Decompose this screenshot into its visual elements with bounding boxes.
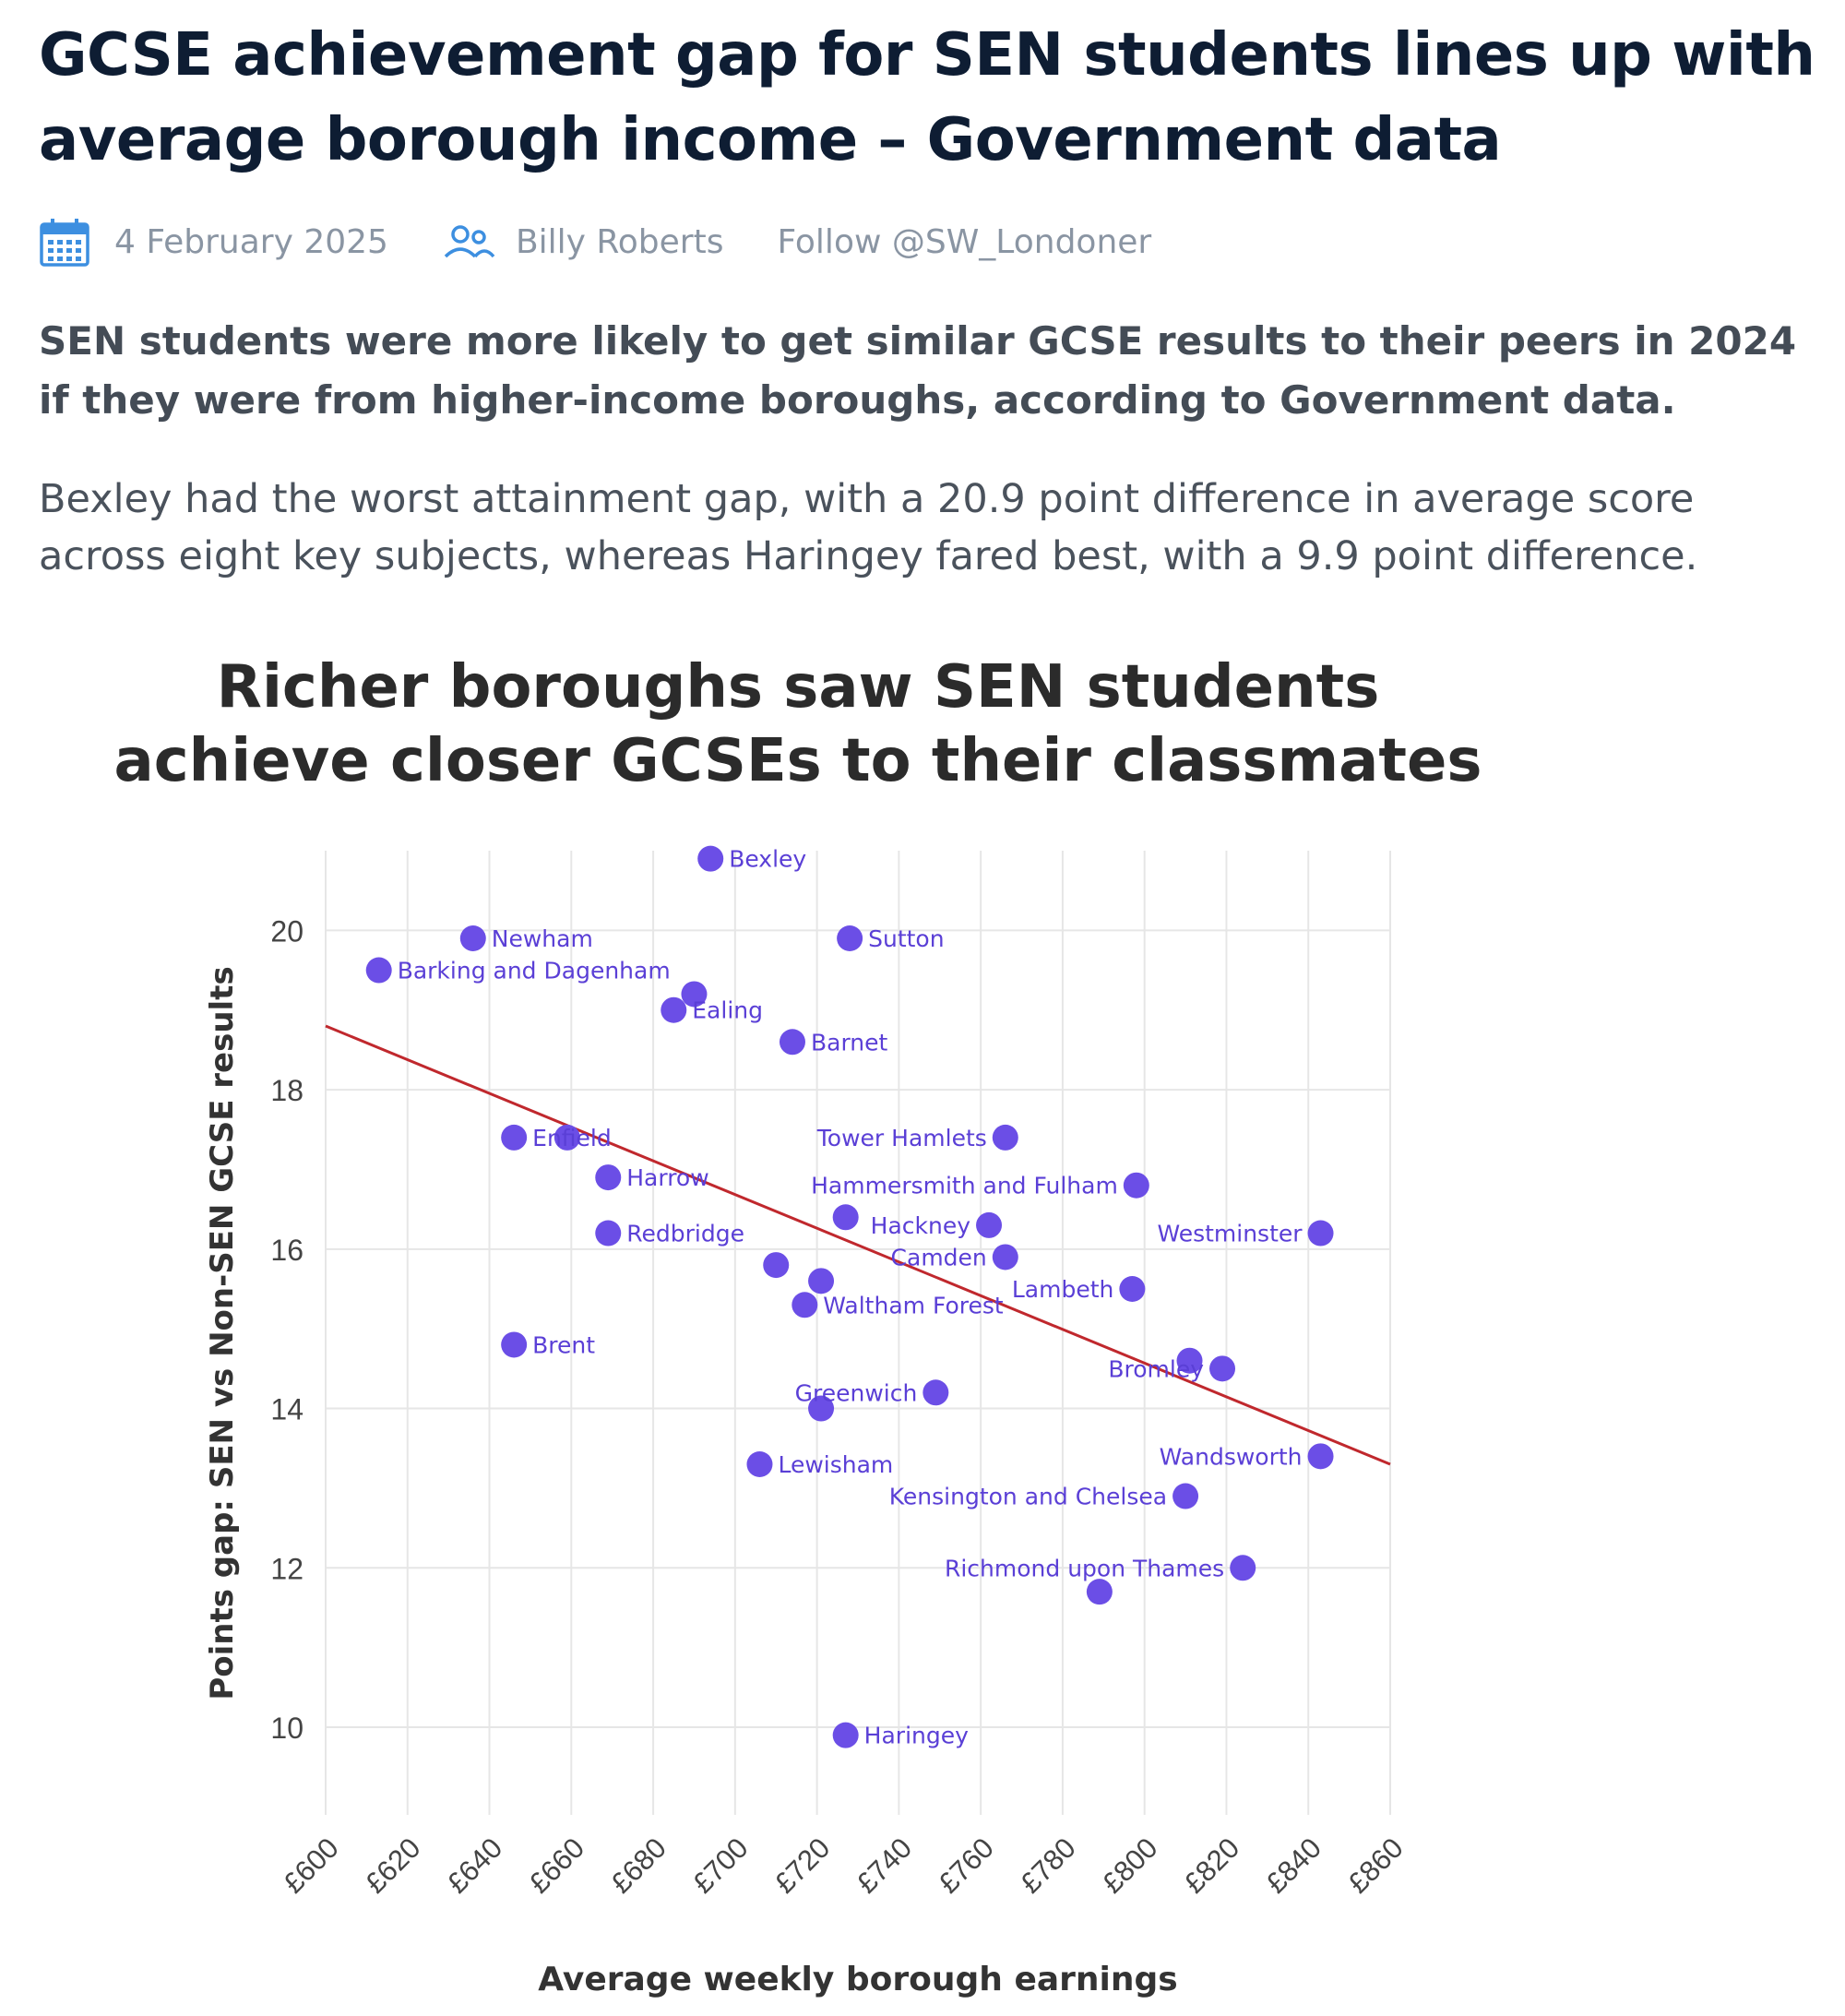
article-body: Bexley had the worst attainment gap, wit…: [39, 476, 1698, 579]
x-tick-label: £680: [604, 1831, 673, 1900]
data-point: [365, 957, 392, 984]
data-point: [837, 925, 863, 951]
x-tick-label: £720: [768, 1831, 837, 1900]
data-point: [1176, 1347, 1203, 1374]
data-point: [832, 1722, 859, 1748]
data-point: [1307, 1443, 1334, 1470]
people-icon: [442, 223, 495, 260]
point-label: Tower Hamlets: [816, 1125, 987, 1151]
data-point: [1172, 1483, 1199, 1509]
x-tick-label: £800: [1096, 1831, 1164, 1900]
trend-line: [325, 1024, 1391, 1466]
data-point: [992, 1124, 1018, 1151]
chart-title-line-1: Richer boroughs saw SEN students: [217, 653, 1380, 722]
data-point: [1119, 1276, 1146, 1302]
data-point: [459, 925, 486, 951]
data-point: [501, 1124, 528, 1151]
point-label: Bexley: [729, 846, 806, 873]
point-label: Sutton: [868, 925, 944, 952]
y-tick-label: 20: [270, 914, 304, 948]
y-tick-label: 12: [270, 1552, 304, 1585]
point-label: Richmond upon Thames: [945, 1555, 1224, 1581]
data-point: [1209, 1355, 1236, 1382]
data-point: [792, 1292, 818, 1318]
x-tick-label: £600: [277, 1831, 345, 1900]
data-point: [501, 1331, 528, 1358]
point-label: Barnet: [811, 1029, 888, 1056]
chart-gridlines: [325, 851, 1391, 1815]
x-tick-label: £740: [851, 1831, 919, 1900]
point-label: Enfield: [532, 1125, 612, 1151]
point-label: Redbridge: [626, 1221, 744, 1247]
publish-date: 4 February 2025: [114, 222, 388, 261]
x-axis-title: Average weekly borough earnings: [538, 1961, 1177, 1998]
data-point: [808, 1395, 835, 1422]
data-point: [1307, 1220, 1334, 1247]
x-tick-label: £700: [686, 1831, 755, 1900]
data-point: [922, 1379, 949, 1406]
point-label: Kensington and Chelsea: [889, 1484, 1167, 1510]
point-label: Westminster: [1157, 1221, 1303, 1247]
data-point: [832, 1204, 859, 1231]
point-label: Brent: [532, 1331, 595, 1358]
chart-title-line-2: achieve closer GCSEs to their classmates: [114, 727, 1482, 795]
follow-link[interactable]: Follow @SW_Londoner: [777, 222, 1152, 261]
chart-axes: 10 12 14 16 18 20 £600 £620 £640 £660 £680 £700 £720…: [270, 914, 1409, 1899]
data-point: [554, 1124, 580, 1151]
scatter-chart: Richer boroughs saw SEN students achieve…: [114, 653, 1482, 1998]
x-tick-label: £640: [441, 1831, 509, 1900]
point-label: Camden: [891, 1244, 987, 1270]
trend-line-group: [325, 1024, 1391, 1466]
point-label: Ealing: [692, 997, 763, 1024]
data-point: [681, 981, 708, 1008]
x-tick-label: £860: [1341, 1831, 1410, 1900]
data-point: [976, 1211, 1003, 1238]
data-points: [365, 845, 1334, 1748]
data-point: [808, 1268, 835, 1294]
data-point: [746, 1451, 773, 1477]
data-point: [1230, 1555, 1256, 1581]
data-point: [1123, 1172, 1149, 1199]
data-point: [595, 1220, 622, 1247]
data-point: [763, 1252, 790, 1279]
article-headline: GCSE achievement gap for SEN students li…: [39, 21, 1815, 174]
author-link[interactable]: Billy Roberts: [515, 222, 724, 261]
point-label: Barking and Dagenham: [398, 958, 671, 984]
point-label: Lambeth: [1012, 1276, 1114, 1303]
point-label: Greenwich: [795, 1379, 918, 1406]
point-label: Newham: [492, 925, 593, 952]
data-point: [992, 1244, 1018, 1270]
point-label: Lewisham: [778, 1451, 893, 1478]
x-tick-label: £840: [1260, 1831, 1328, 1900]
x-tick-label: £820: [1178, 1831, 1246, 1900]
data-point: [779, 1029, 805, 1056]
data-point: [697, 845, 724, 872]
point-labels: Bexley Newham Sutton Barking and Dagenham Ea…: [398, 846, 1303, 1749]
y-tick-label: 14: [270, 1393, 304, 1426]
x-tick-label: £660: [523, 1831, 591, 1900]
article-meta: 4 February 2025 Billy Roberts Follow @SW…: [39, 214, 1151, 269]
x-tick-label: £620: [359, 1831, 427, 1900]
point-label: Wandsworth: [1160, 1443, 1303, 1470]
y-tick-label: 10: [270, 1712, 304, 1745]
point-label: Hackney: [871, 1212, 971, 1239]
data-point: [661, 996, 687, 1023]
calendar-icon: [39, 216, 90, 268]
y-tick-label: 18: [270, 1074, 304, 1107]
article-standfirst: SEN students were more likely to get sim…: [39, 318, 1797, 423]
x-tick-label: £760: [932, 1831, 1000, 1900]
data-point: [595, 1164, 622, 1191]
point-label: Hammersmith and Fulham: [811, 1173, 1118, 1199]
point-label: Haringey: [864, 1723, 969, 1749]
x-tick-label: £780: [1014, 1831, 1082, 1900]
point-label: Waltham Forest: [823, 1292, 1004, 1318]
point-label: Harrow: [626, 1164, 708, 1191]
data-point: [1086, 1579, 1113, 1605]
point-label: Bromley: [1108, 1355, 1204, 1382]
y-axis-title: Points gap: SEN vs Non-SEN GCSE results: [204, 966, 241, 1700]
y-tick-label: 16: [270, 1234, 304, 1267]
